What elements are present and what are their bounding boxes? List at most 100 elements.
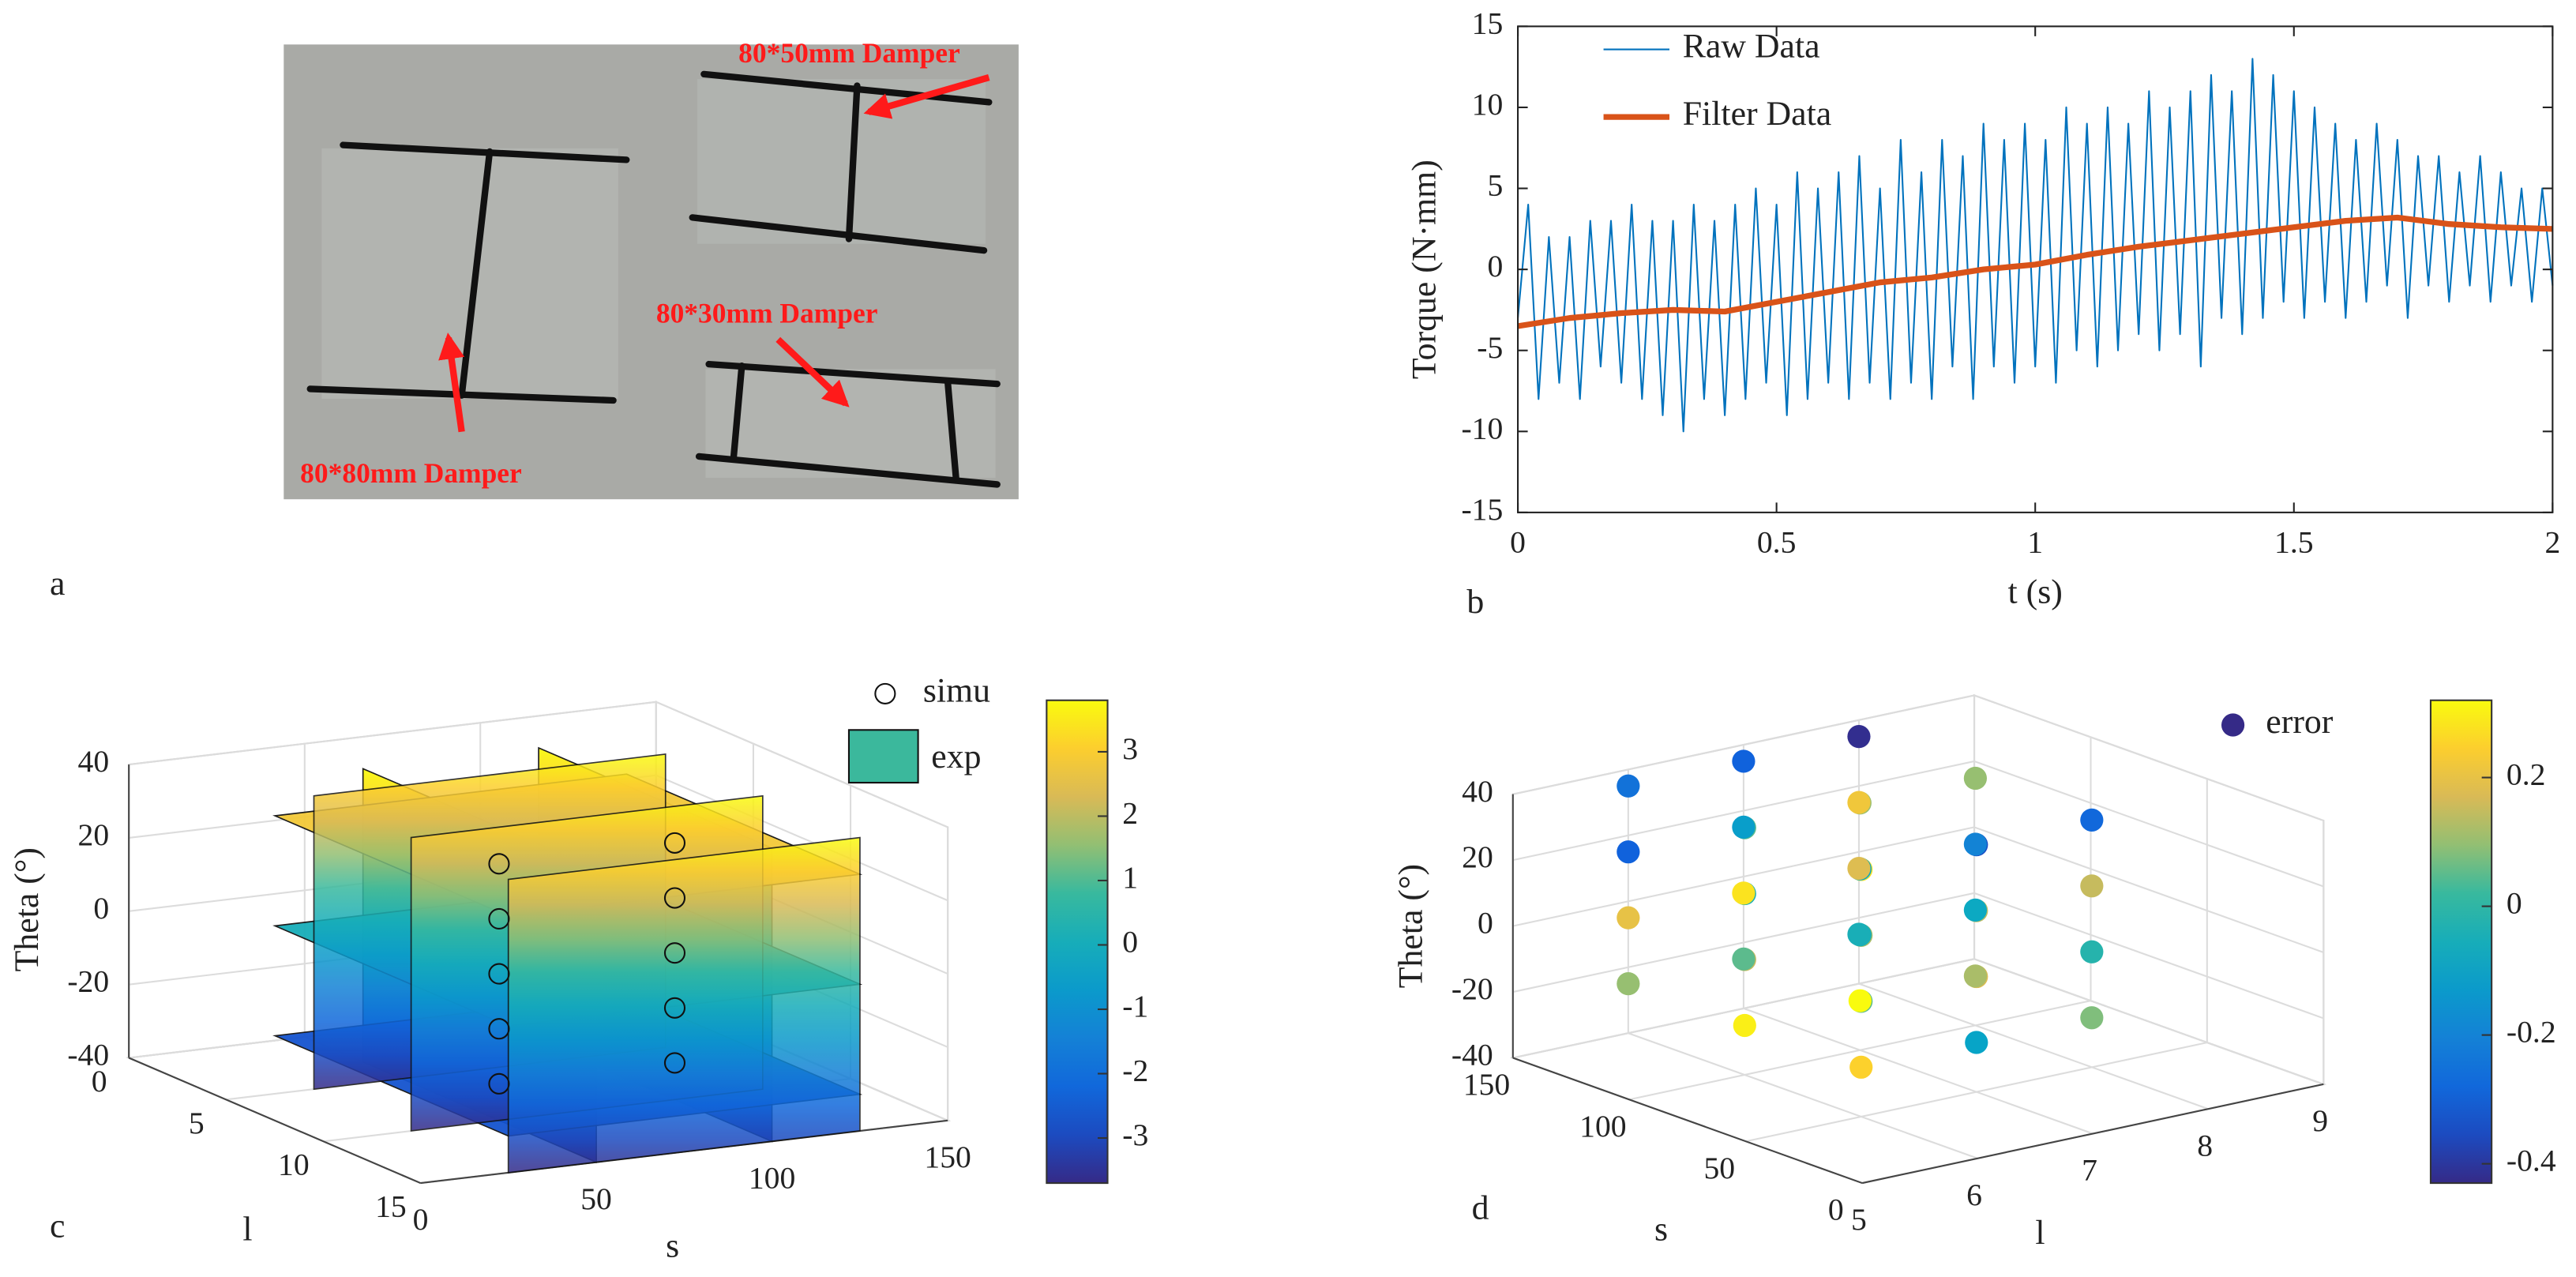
scatter-point xyxy=(1617,906,1640,930)
scatter-point xyxy=(2080,940,2104,963)
photo-label: 80*80mm Damper xyxy=(300,457,522,489)
scatter-point xyxy=(1848,989,1872,1012)
scatter-point xyxy=(1965,1031,1988,1054)
scatter-point xyxy=(2080,808,2104,832)
y-axis-label: Torque (N·mm) xyxy=(1405,160,1443,379)
damper-frames xyxy=(306,70,1001,488)
colorbar-tick-label: -0.2 xyxy=(2507,1015,2556,1050)
y-tick-label: 100 xyxy=(749,1160,795,1195)
legend-label: Raw Data xyxy=(1683,28,1820,66)
simu-marker xyxy=(488,853,510,875)
x-tick-label: 0 xyxy=(1510,525,1526,560)
x-tick-label: 5 xyxy=(189,1106,205,1140)
z-axis-label: Theta (°) xyxy=(8,847,46,971)
x-axis-label: l xyxy=(2035,1214,2045,1252)
y-tick-label: -5 xyxy=(1477,330,1503,365)
scatter-point xyxy=(1963,964,1988,988)
z-tick-label: 20 xyxy=(1462,839,1493,874)
panel-label: b xyxy=(1466,583,1484,621)
y-tick-label: 150 xyxy=(924,1140,971,1174)
y-axis-label: s xyxy=(1654,1211,1668,1249)
panel-label: c xyxy=(50,1208,65,1245)
x-tick-label: 1 xyxy=(2027,525,2043,560)
z-tick-label: 40 xyxy=(1462,774,1493,809)
y-tick-label: 5 xyxy=(1487,168,1503,203)
z-tick-label: 20 xyxy=(78,817,110,852)
x-tick-label: 9 xyxy=(2312,1103,2328,1138)
line-series xyxy=(1517,58,2554,433)
colorbar-tick-label: -3 xyxy=(1122,1117,1148,1152)
colorbar-tick-label: 1 xyxy=(1122,860,1138,895)
scatter-point xyxy=(1963,898,1988,922)
y-tick-label: 50 xyxy=(580,1181,612,1216)
simu-marker xyxy=(488,1018,510,1040)
x-tick-label: 8 xyxy=(2197,1128,2213,1162)
scatter-point xyxy=(1732,947,1756,971)
colorbar-tick-label: -2 xyxy=(1122,1054,1148,1088)
x-axis xyxy=(128,1057,421,1185)
x-axis-label: l xyxy=(242,1211,252,1249)
z-tick-label: 40 xyxy=(78,744,110,779)
scatter-point xyxy=(1847,922,1871,946)
legend-label: exp xyxy=(931,738,981,776)
plot-area xyxy=(1518,26,2553,513)
legend-label: error xyxy=(2266,703,2334,741)
scatter-point xyxy=(1733,1013,1756,1038)
legend-label: Filter Data xyxy=(1683,95,1832,133)
scatter-point xyxy=(1849,1055,1873,1079)
y-tick-label: 10 xyxy=(1472,87,1504,122)
colorbar xyxy=(2429,699,2493,1185)
z-tick-label: -40 xyxy=(1451,1038,1493,1072)
y-tick-label: -10 xyxy=(1461,411,1503,445)
x-tick-label: 1.5 xyxy=(2274,525,2314,560)
legend-swatch xyxy=(847,729,919,784)
colorbar-tick-label: 0 xyxy=(2507,886,2522,921)
z-tick-label: -40 xyxy=(67,1038,109,1072)
simu-marker xyxy=(663,1052,686,1074)
legend-marker xyxy=(874,682,896,704)
simu-marker xyxy=(488,1072,510,1095)
y-tick-label: 0 xyxy=(1828,1192,1844,1227)
colorbar-tick-label: 0.2 xyxy=(2507,757,2546,792)
damper-sheet xyxy=(697,79,986,244)
colorbar-tick-label: 0 xyxy=(1122,925,1138,960)
line-series xyxy=(1517,214,2553,329)
scatter-point xyxy=(1732,881,1756,905)
legend-label: simu xyxy=(923,671,990,709)
z-tick-label: 0 xyxy=(93,891,109,926)
panel-label: d xyxy=(1472,1189,1489,1227)
scatter-point xyxy=(1732,815,1756,839)
simu-marker xyxy=(488,963,510,985)
y-tick-label: 100 xyxy=(1579,1109,1626,1144)
panel-label: a xyxy=(50,565,65,603)
simu-marker xyxy=(488,907,510,930)
y-tick-label: 15 xyxy=(1472,6,1504,40)
photo-label: 80*50mm Damper xyxy=(738,37,960,69)
x-axis xyxy=(1861,1083,2324,1185)
scatter-point xyxy=(1617,774,1640,798)
simu-marker xyxy=(663,832,686,854)
y-tick-label: 0 xyxy=(413,1202,429,1237)
y-tick-label: 150 xyxy=(1463,1067,1510,1102)
colorbar-tick-label: 2 xyxy=(1122,796,1138,831)
y-tick-label: 50 xyxy=(1703,1151,1735,1185)
scatter-point xyxy=(1963,832,1988,856)
x-tick-label: 10 xyxy=(278,1147,310,1182)
x-axis-label: t (s) xyxy=(2008,573,2063,610)
x-tick-label: 5 xyxy=(1851,1202,1867,1237)
y-axis xyxy=(1512,1057,1863,1185)
photo-label: 80*30mm Damper xyxy=(656,298,878,329)
x-tick-label: 7 xyxy=(2082,1153,2097,1188)
scatter-point xyxy=(1847,791,1871,814)
z-axis-label: Theta (°) xyxy=(1392,864,1430,988)
scatter-point xyxy=(1732,749,1756,773)
scatter-point xyxy=(1963,766,1988,791)
arrows xyxy=(438,74,990,433)
damper-sheet xyxy=(321,148,618,399)
simu-marker xyxy=(663,997,686,1019)
photo: 80*50mm Damper 80*30mm Damper 80*80mm Da… xyxy=(284,37,1019,500)
y-tick-label: -15 xyxy=(1461,492,1503,527)
scatter-point xyxy=(1847,725,1871,749)
x-tick-label: 0 xyxy=(92,1064,107,1099)
